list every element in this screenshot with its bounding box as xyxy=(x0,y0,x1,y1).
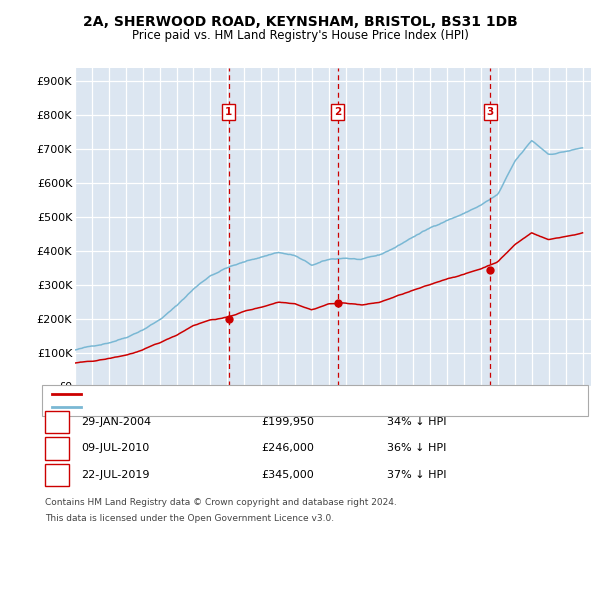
Text: 09-JUL-2010: 09-JUL-2010 xyxy=(81,444,149,453)
Text: 2A, SHERWOOD ROAD, KEYNSHAM, BRISTOL, BS31 1DB: 2A, SHERWOOD ROAD, KEYNSHAM, BRISTOL, BS… xyxy=(83,15,517,29)
Text: Contains HM Land Registry data © Crown copyright and database right 2024.: Contains HM Land Registry data © Crown c… xyxy=(45,498,397,507)
Text: 34% ↓ HPI: 34% ↓ HPI xyxy=(387,417,446,427)
Text: 2: 2 xyxy=(53,444,61,453)
Text: 36% ↓ HPI: 36% ↓ HPI xyxy=(387,444,446,453)
Text: £345,000: £345,000 xyxy=(261,470,314,480)
Text: 1: 1 xyxy=(53,417,61,427)
Text: This data is licensed under the Open Government Licence v3.0.: This data is licensed under the Open Gov… xyxy=(45,513,334,523)
Text: 1: 1 xyxy=(225,107,232,117)
Text: 3: 3 xyxy=(487,107,494,117)
Text: 2: 2 xyxy=(334,107,341,117)
Text: 37% ↓ HPI: 37% ↓ HPI xyxy=(387,470,446,480)
Text: Price paid vs. HM Land Registry's House Price Index (HPI): Price paid vs. HM Land Registry's House … xyxy=(131,30,469,42)
Text: 29-JAN-2004: 29-JAN-2004 xyxy=(81,417,151,427)
Text: 2A, SHERWOOD ROAD, KEYNSHAM, BRISTOL, BS31 1DB (detached house): 2A, SHERWOOD ROAD, KEYNSHAM, BRISTOL, BS… xyxy=(86,389,448,399)
Text: 22-JUL-2019: 22-JUL-2019 xyxy=(81,470,149,480)
Text: HPI: Average price, detached house, Bath and North East Somerset: HPI: Average price, detached house, Bath… xyxy=(86,402,415,412)
Text: £246,000: £246,000 xyxy=(261,444,314,453)
Text: 3: 3 xyxy=(53,470,61,480)
Text: £199,950: £199,950 xyxy=(261,417,314,427)
